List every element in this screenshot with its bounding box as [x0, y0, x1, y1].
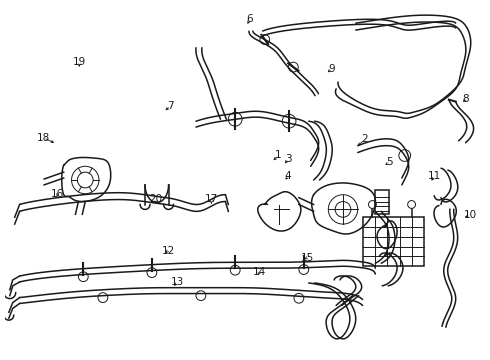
Text: 3: 3 — [285, 154, 292, 164]
Text: 18: 18 — [37, 133, 50, 143]
Text: 8: 8 — [463, 94, 469, 104]
Bar — [375, 190, 389, 214]
Text: 6: 6 — [246, 14, 253, 24]
Bar — [363, 217, 424, 266]
Text: 1: 1 — [275, 150, 282, 160]
Text: 15: 15 — [301, 253, 314, 262]
Text: 14: 14 — [253, 267, 266, 277]
Text: 17: 17 — [205, 194, 218, 204]
Text: 12: 12 — [162, 246, 175, 256]
Text: 7: 7 — [167, 101, 174, 111]
Text: 2: 2 — [362, 134, 368, 144]
Text: 16: 16 — [51, 189, 64, 199]
Text: 19: 19 — [73, 57, 86, 67]
Text: 20: 20 — [149, 194, 163, 204]
Text: 5: 5 — [386, 157, 392, 167]
Text: 4: 4 — [285, 171, 292, 181]
Text: 11: 11 — [428, 171, 441, 181]
Text: 13: 13 — [171, 277, 184, 287]
Text: 9: 9 — [328, 64, 335, 74]
Text: 10: 10 — [464, 210, 477, 220]
